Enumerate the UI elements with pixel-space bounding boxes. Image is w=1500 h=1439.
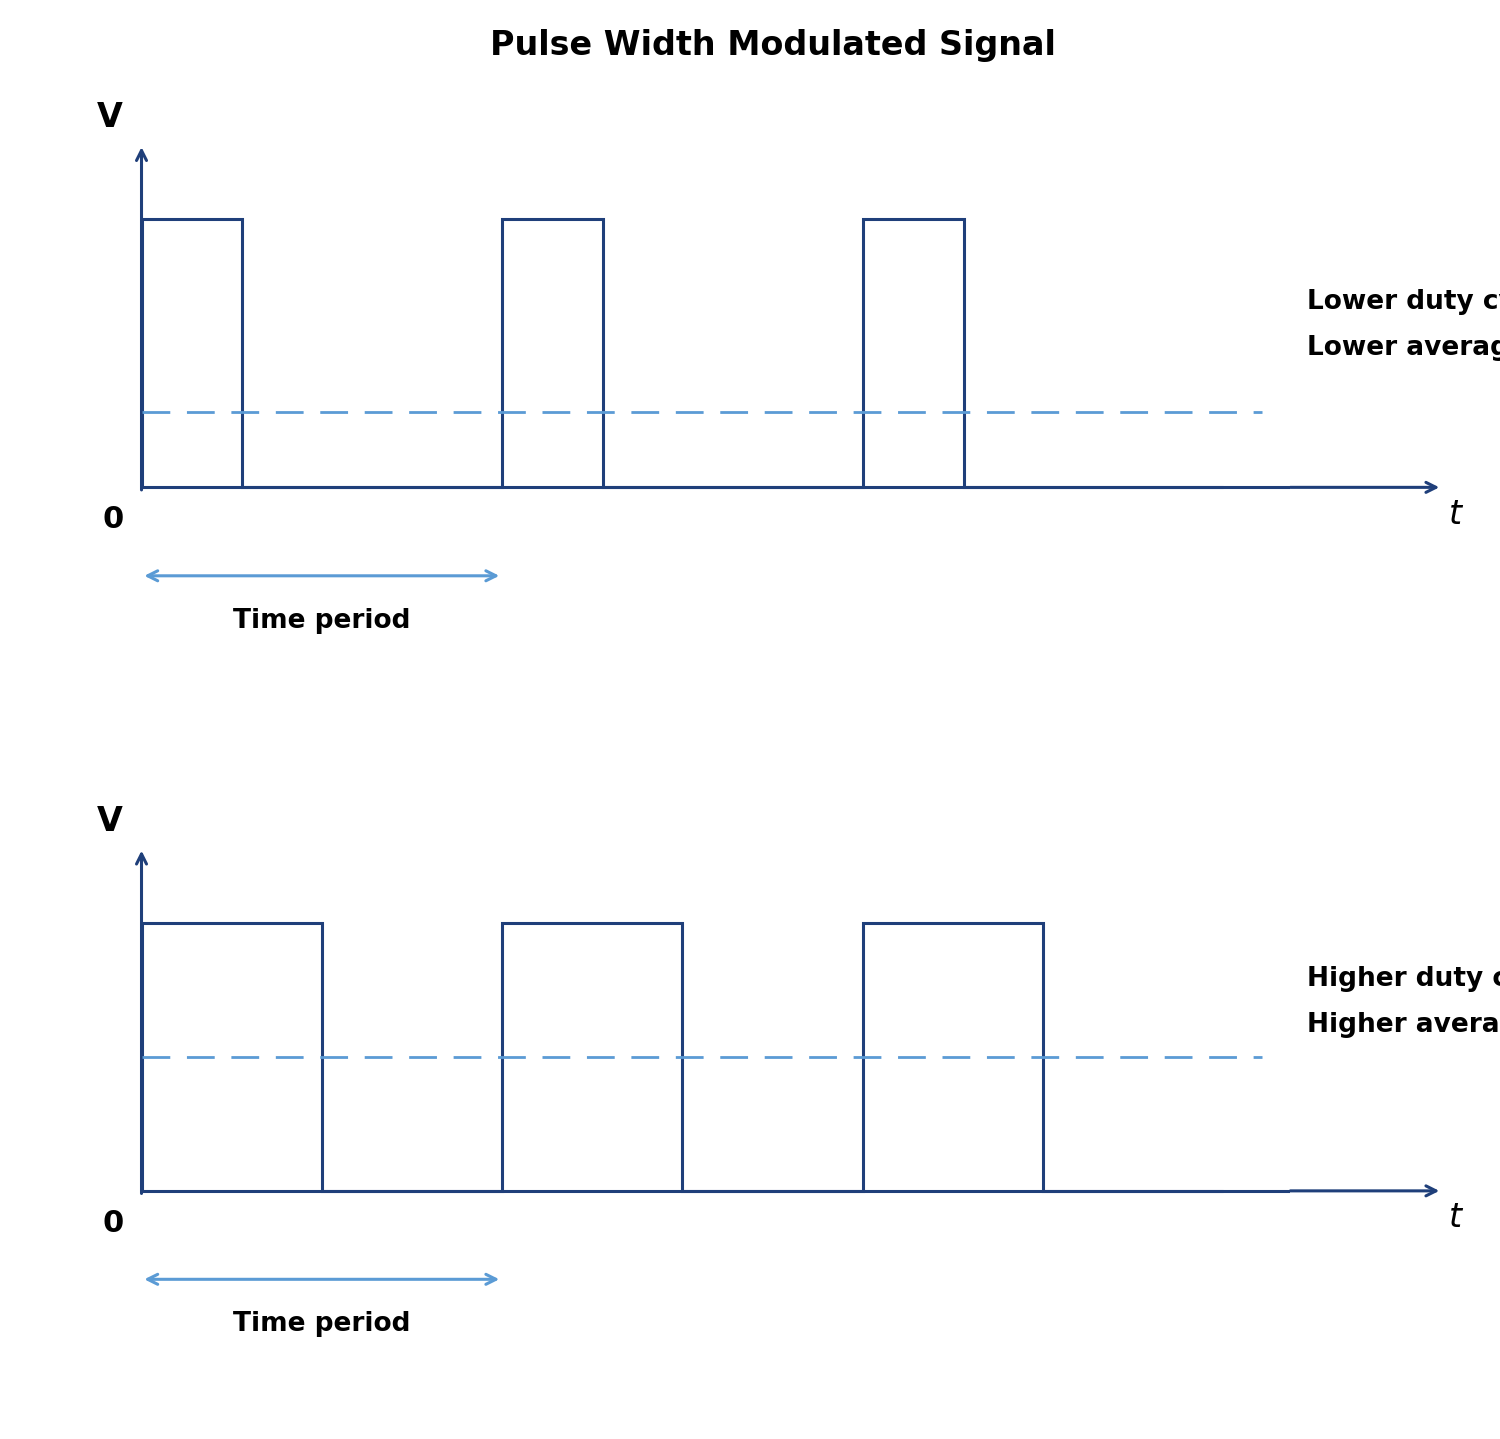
Text: t: t (1449, 1202, 1461, 1235)
Text: V: V (96, 804, 123, 837)
Text: Time period: Time period (232, 1311, 411, 1337)
Text: Higher duty cycle: Higher duty cycle (1306, 966, 1500, 991)
Text: Lower average DC: Lower average DC (1306, 335, 1500, 361)
Text: t: t (1449, 498, 1461, 531)
Text: Higher average DC: Higher average DC (1306, 1012, 1500, 1038)
Text: Lower duty cycle: Lower duty cycle (1306, 289, 1500, 315)
Text: 0: 0 (102, 1209, 125, 1238)
Text: 0: 0 (102, 505, 125, 534)
Title: Pulse Width Modulated Signal: Pulse Width Modulated Signal (489, 29, 1056, 62)
Text: V: V (96, 101, 123, 134)
Text: Time period: Time period (232, 607, 411, 635)
